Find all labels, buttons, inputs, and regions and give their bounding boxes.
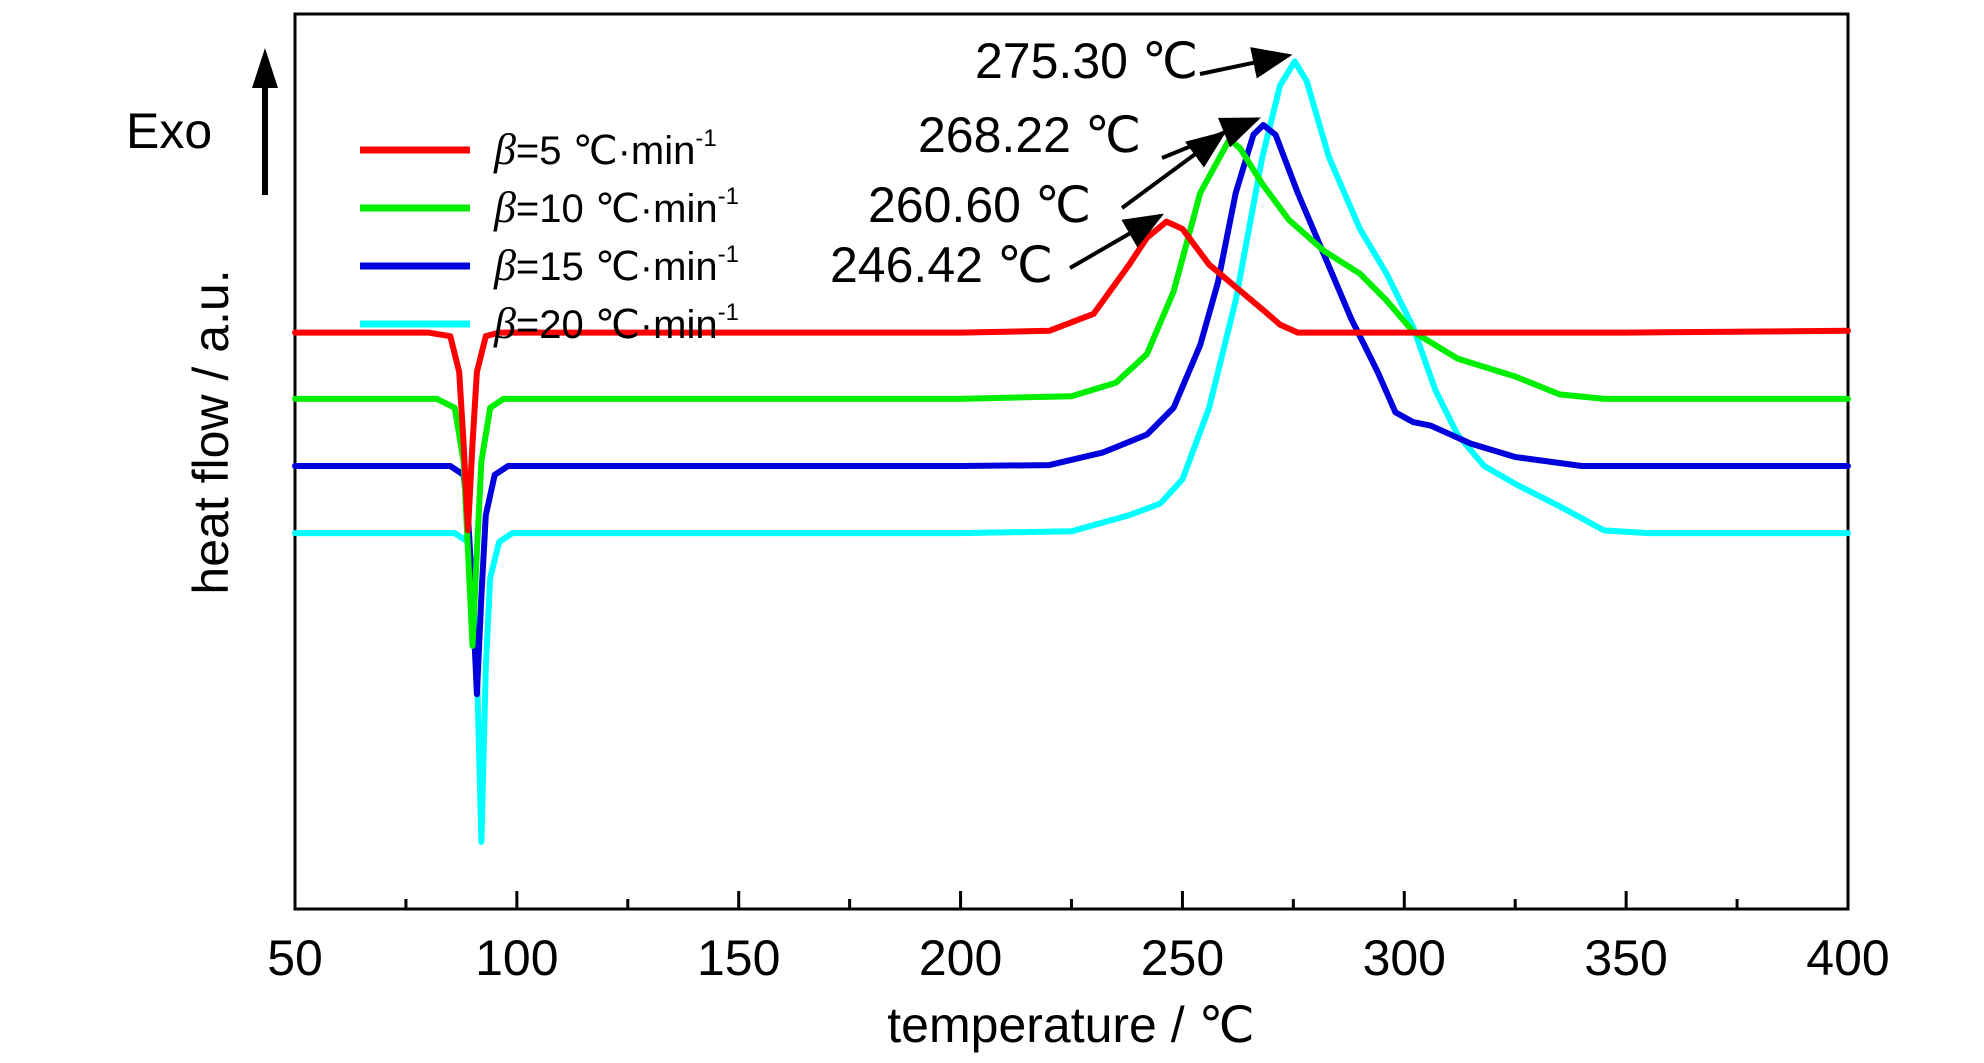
x-tick-label: 50 xyxy=(267,930,323,986)
peak-annotation-label: 275.30 ℃ xyxy=(975,33,1198,89)
x-tick-label: 150 xyxy=(697,930,780,986)
legend-label: β=10 ℃·min-1 xyxy=(493,183,739,232)
series-line xyxy=(292,122,1851,698)
x-tick-label: 350 xyxy=(1584,930,1667,986)
x-axis-ticks xyxy=(293,891,1850,909)
x-tick-label: 300 xyxy=(1363,930,1446,986)
exo-indicator: Exo xyxy=(126,48,278,195)
x-tick-label: 250 xyxy=(1141,930,1224,986)
series-line xyxy=(292,58,1851,845)
exo-label: Exo xyxy=(126,103,212,159)
peak-annotation-arrow xyxy=(1120,130,1227,210)
peak-annotation-label: 260.60 ℃ xyxy=(868,177,1091,233)
x-tick-label: 100 xyxy=(475,930,558,986)
exo-arrow-head xyxy=(252,48,278,88)
series-line xyxy=(292,218,1851,534)
peak-annotation-label: 246.42 ℃ xyxy=(830,237,1053,293)
legend: β=5 ℃·min-1 β=10 ℃·min-1 β=15 ℃·min-1 β=20 … xyxy=(360,125,739,348)
legend-label: β=15 ℃·min-1 xyxy=(493,241,739,290)
y-axis-label: heat flow / a.u. xyxy=(183,269,239,594)
legend-label: β=5 ℃·min-1 xyxy=(493,125,717,174)
x-axis-label: temperature / ℃ xyxy=(887,997,1254,1053)
x-tick-label: 200 xyxy=(919,930,1002,986)
legend-label: β=20 ℃·min-1 xyxy=(493,299,739,348)
series-line xyxy=(292,136,1851,649)
series-layer xyxy=(292,58,1851,845)
peak-annotation-arrow xyxy=(1161,117,1261,160)
x-axis-tick-labels: 50 100 150 200 250 300 350 400 xyxy=(267,930,1890,986)
peak-annotation-arrow xyxy=(1199,47,1293,79)
peak-annotation-arrow xyxy=(1068,213,1165,270)
peak-annotation-label: 268.22 ℃ xyxy=(918,107,1141,163)
x-tick-label: 400 xyxy=(1806,930,1889,986)
